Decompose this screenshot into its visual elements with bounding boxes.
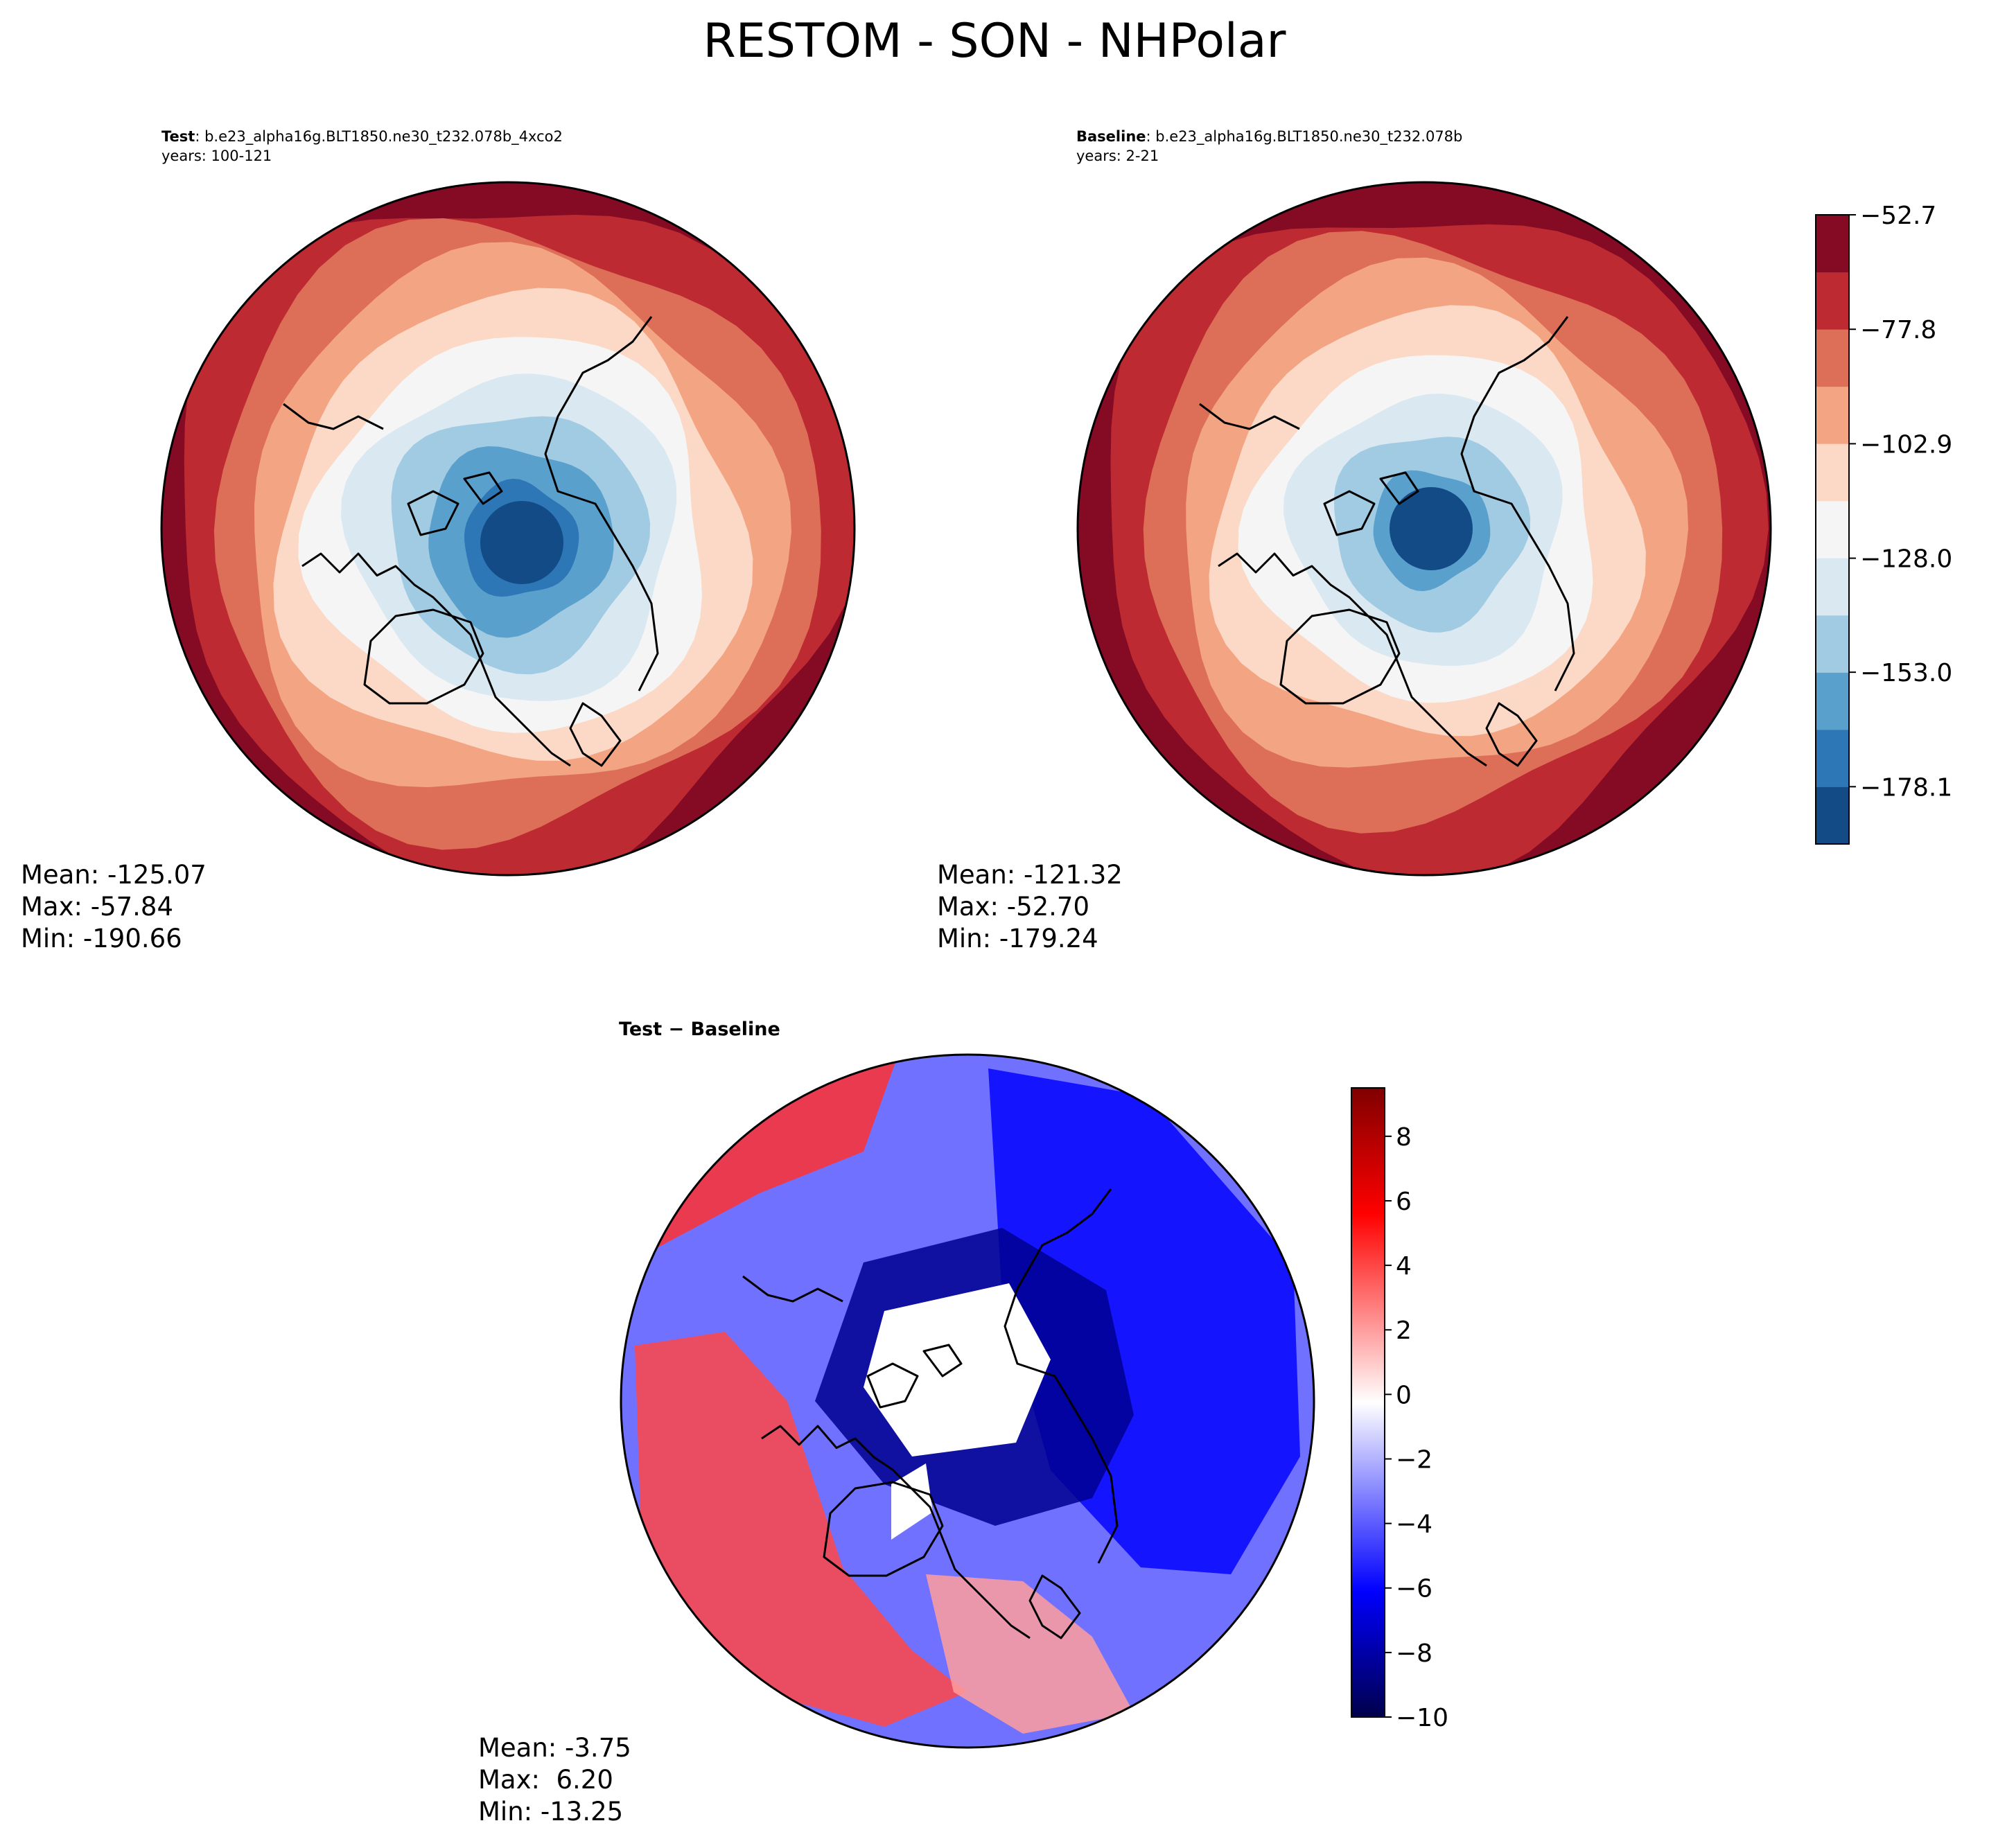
difference-colorbar-label-3: 2 — [1396, 1317, 1412, 1345]
difference-colorbar-label-1: 6 — [1396, 1188, 1412, 1216]
baseline-colorbar-label-5: −178.1 — [1860, 773, 1952, 802]
baseline-min: Min: -179.24 — [937, 924, 1098, 953]
difference-colorbar-label-5: −2 — [1396, 1445, 1432, 1474]
difference-region-greenland-masked — [891, 1463, 933, 1540]
test-coastline-5 — [407, 490, 459, 536]
baseline-colorbar-segment-2 — [1816, 672, 1849, 730]
baseline-colorbar-segment-3 — [1816, 615, 1849, 673]
difference-coastline-0 — [761, 1425, 1031, 1639]
baseline-map-border — [1076, 181, 1772, 877]
baseline-coastline-6 — [1379, 471, 1419, 505]
baseline-pole-core — [1390, 487, 1473, 570]
baseline-colorbar-segment-1 — [1816, 729, 1849, 787]
difference-colorbar: 8 6 4 2 0 −2 −4 −6 −8 −10 — [1351, 1087, 1448, 1732]
baseline-label: Baseline — [1076, 128, 1146, 145]
test-min: Min: -190.66 — [21, 924, 182, 953]
difference-colorbar-label-8: −8 — [1396, 1639, 1432, 1668]
baseline-max: Max: -52.70 — [937, 892, 1089, 922]
baseline-colorbar-label-2: −102.9 — [1860, 430, 1952, 459]
test-label: Test — [161, 128, 195, 145]
baseline-map — [1078, 182, 1771, 875]
baseline-years: years: 2-21 — [1076, 148, 1159, 164]
diff-stats: Mean: -3.75 Max: 6.20 Min: -13.25 — [478, 1732, 631, 1828]
baseline-stats: Mean: -121.32 Max: -52.70 Min: -179.24 — [937, 859, 1123, 955]
baseline-colorbar-segment-7 — [1816, 386, 1849, 444]
baseline-coastline-1 — [1279, 608, 1401, 705]
test-map-border — [160, 181, 856, 877]
baseline-panel-title: Baseline: b.e23_alpha16g.BLT1850.ne30_t2… — [1076, 127, 1462, 166]
baseline-colorbar-label-0: −52.7 — [1860, 202, 1936, 230]
difference-region-north-america — [635, 1332, 967, 1727]
test-max: Max: -57.84 — [21, 892, 173, 922]
test-map — [161, 182, 855, 875]
difference-coastline-2 — [1004, 1188, 1119, 1564]
difference-coastline-3 — [1028, 1574, 1081, 1639]
difference-colorbar-label-6: −4 — [1396, 1511, 1432, 1539]
baseline-colorbar-segment-8 — [1816, 329, 1849, 387]
test-coastline-4 — [283, 403, 384, 430]
baseline-colorbar: −52.7 −77.8 −102.9 −128.0 −153.0 −178.1 — [1815, 202, 1952, 845]
baseline-coastline-3 — [1485, 702, 1538, 767]
difference-coastline-6 — [922, 1344, 963, 1378]
figure-title: RESTOM - SON - NHPolar — [703, 14, 1286, 69]
test-years: years: 100-121 — [161, 148, 272, 164]
test-stats: Mean: -125.07 Max: -57.84 Min: -190.66 — [21, 859, 207, 955]
difference-colorbar-label-4: 0 — [1396, 1381, 1412, 1409]
baseline-case-name: : b.e23_alpha16g.BLT1850.ne30_t232.078b — [1146, 128, 1463, 145]
baseline-coastline-0 — [1218, 552, 1487, 767]
test-case-name: : b.e23_alpha16g.BLT1850.ne30_t232.078b_… — [195, 128, 563, 145]
difference-colorbar-gradient — [1351, 1087, 1385, 1718]
difference-coastline-5 — [866, 1362, 919, 1409]
baseline-colorbar-segment-5 — [1816, 500, 1849, 558]
difference-colorbar-label-7: −6 — [1396, 1575, 1432, 1603]
baseline-colorbar-segment-6 — [1816, 443, 1849, 502]
baseline-colorbar-segment-9 — [1816, 272, 1849, 330]
difference-region-north-atlantic — [926, 1574, 1134, 1734]
difference-region-central-arctic-masked — [864, 1283, 1051, 1457]
baseline-colorbar-label-1: −77.8 — [1860, 316, 1936, 344]
test-mean: Mean: -125.07 — [21, 860, 207, 890]
difference-coastline-4 — [742, 1275, 843, 1303]
difference-colorbar-label-9: −10 — [1396, 1704, 1448, 1732]
test-coastline-1 — [363, 608, 484, 705]
diff-min: Min: -13.25 — [478, 1797, 624, 1827]
diff-max: Max: 6.20 — [478, 1765, 613, 1795]
baseline-coastline-4 — [1199, 403, 1300, 430]
test-pole-core — [480, 501, 563, 584]
difference-coastline-1 — [823, 1481, 944, 1577]
diff-mean: Mean: -3.75 — [478, 1733, 631, 1763]
test-coastline-0 — [301, 552, 571, 767]
baseline-mean: Mean: -121.32 — [937, 860, 1123, 890]
baseline-colorbar-segment-10 — [1816, 215, 1849, 273]
baseline-colorbar-segment-0 — [1816, 786, 1849, 845]
baseline-colorbar-label-3: −128.0 — [1860, 545, 1952, 574]
baseline-coastline-5 — [1323, 490, 1376, 536]
difference-map-border — [620, 1053, 1315, 1749]
difference-map — [621, 1055, 1314, 1748]
difference-region-north-pacific — [635, 1055, 898, 1249]
test-coastline-6 — [463, 471, 503, 505]
test-panel-title: Test: b.e23_alpha16g.BLT1850.ne30_t232.0… — [161, 127, 563, 166]
baseline-colorbar-segment-4 — [1816, 558, 1849, 616]
difference-colorbar-label-0: 8 — [1396, 1123, 1412, 1152]
baseline-colorbar-frame — [1815, 214, 1850, 845]
baseline-coastline-2 — [1460, 316, 1575, 692]
difference-colorbar-label-2: 4 — [1396, 1252, 1412, 1281]
baseline-colorbar-label-4: −153.0 — [1860, 659, 1952, 687]
test-coastline-2 — [544, 316, 659, 692]
diff-panel-title: Test − Baseline — [619, 1019, 780, 1040]
test-coastline-3 — [569, 702, 622, 767]
